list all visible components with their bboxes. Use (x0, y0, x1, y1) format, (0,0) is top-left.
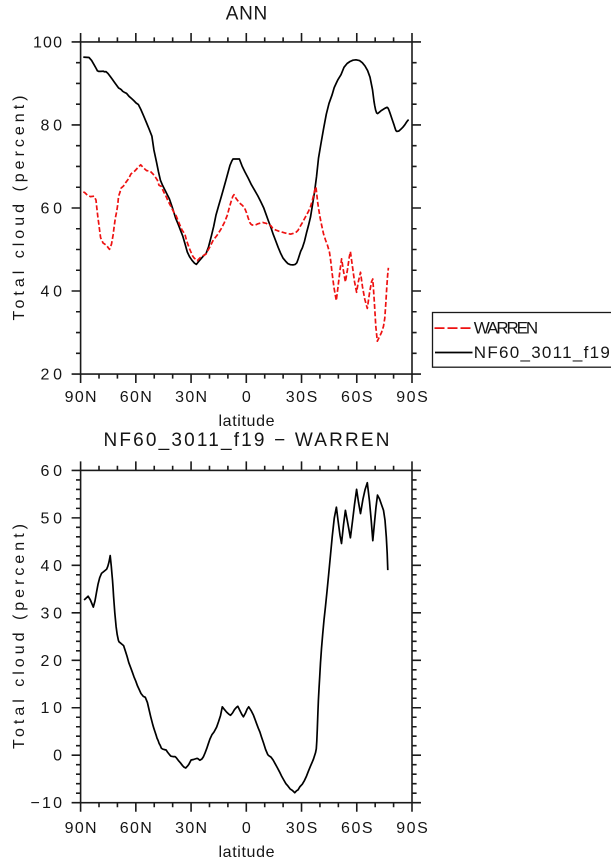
svg-text:Total cloud (percent): Total cloud (percent) (11, 524, 28, 749)
svg-text:0: 0 (53, 748, 62, 765)
svg-text:100: 100 (33, 35, 62, 52)
svg-text:60N: 60N (120, 820, 152, 837)
svg-text:90S: 90S (396, 820, 428, 837)
svg-text:NF60_3011_f19: NF60_3011_f19 (474, 343, 610, 362)
svg-text:30N: 30N (175, 820, 207, 837)
svg-text:0: 0 (242, 389, 251, 406)
svg-text:90N: 90N (65, 389, 97, 406)
svg-text:90S: 90S (396, 389, 428, 406)
svg-text:60S: 60S (341, 389, 373, 406)
svg-text:WARREN: WARREN (474, 319, 538, 338)
svg-text:−10: −10 (31, 795, 63, 812)
svg-text:60N: 60N (120, 389, 152, 406)
svg-text:0: 0 (242, 820, 251, 837)
svg-text:30S: 30S (286, 389, 318, 406)
svg-text:ANN: ANN (226, 4, 268, 25)
svg-text:latitude: latitude (219, 413, 275, 430)
svg-text:60S: 60S (341, 820, 373, 837)
svg-text:NF60_3011_f19 − WARREN: NF60_3011_f19 − WARREN (104, 430, 390, 451)
svg-text:30N: 30N (175, 389, 207, 406)
svg-text:latitude: latitude (219, 844, 275, 861)
svg-text:30S: 30S (286, 820, 318, 837)
svg-text:Total cloud (percent): Total cloud (percent) (11, 96, 28, 321)
svg-text:90N: 90N (65, 820, 97, 837)
